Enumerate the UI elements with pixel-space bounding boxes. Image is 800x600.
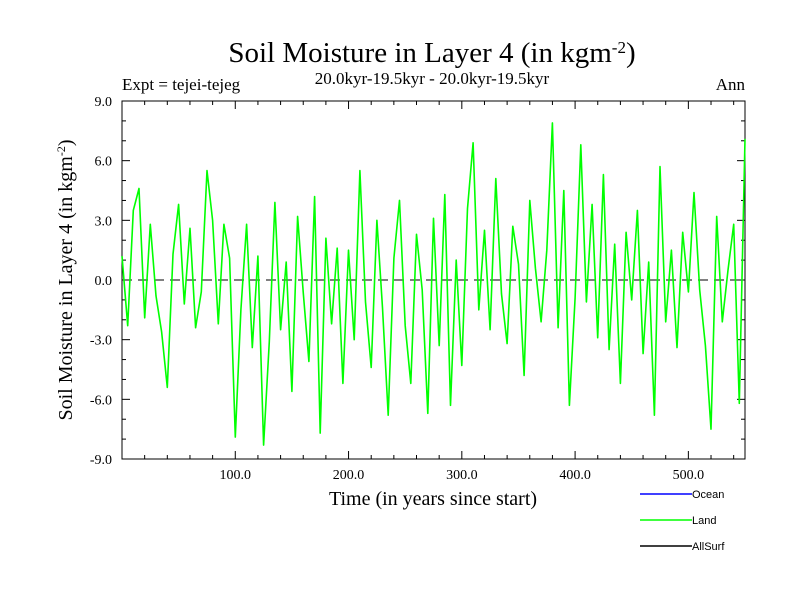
series-lines (121, 122, 746, 446)
subtitle-season: Ann (716, 75, 746, 94)
legend-label-ocean: Ocean (692, 489, 724, 501)
y-tick-label: 6.0 (95, 155, 113, 170)
legend-label-allsurf: AllSurf (692, 541, 725, 553)
y-tick-label: 3.0 (95, 214, 113, 229)
x-tick-label: 100.0 (220, 468, 252, 483)
subtitle-period: 20.0kyr-19.5kyr - 20.0kyr-19.5kyr (315, 69, 550, 88)
series-line-land (121, 122, 746, 446)
y-tick-label: -9.0 (90, 453, 112, 468)
x-axis-ticks: 100.0 200.0 300.0 400.0 500.0 (144, 101, 735, 483)
x-axis-label: Time (in years since start) (329, 488, 537, 510)
y-tick-label: -3.0 (90, 334, 112, 349)
y-tick-label: 0.0 (95, 274, 113, 289)
y-axis-label: Soil Moisture in Layer 4 (in kgm-2) (54, 139, 77, 420)
y-axis-ticks: -9.0 -6.0 -3.0 0.0 3.0 6.0 9.0 (90, 95, 745, 468)
x-tick-label: 500.0 (673, 468, 705, 483)
x-tick-label: 300.0 (446, 468, 478, 483)
y-tick-label: 9.0 (95, 95, 113, 110)
subtitle-experiment: Expt = tejei-tejeg (122, 75, 241, 94)
y-tick-label: -6.0 (90, 393, 112, 408)
x-tick-label: 200.0 (333, 468, 365, 483)
legend-label-land: Land (692, 515, 716, 527)
x-tick-label: 400.0 (559, 468, 591, 483)
legend: Ocean Land AllSurf (640, 489, 725, 553)
chart-title: Soil Moisture in Layer 4 (in kgm-2) (228, 37, 635, 69)
